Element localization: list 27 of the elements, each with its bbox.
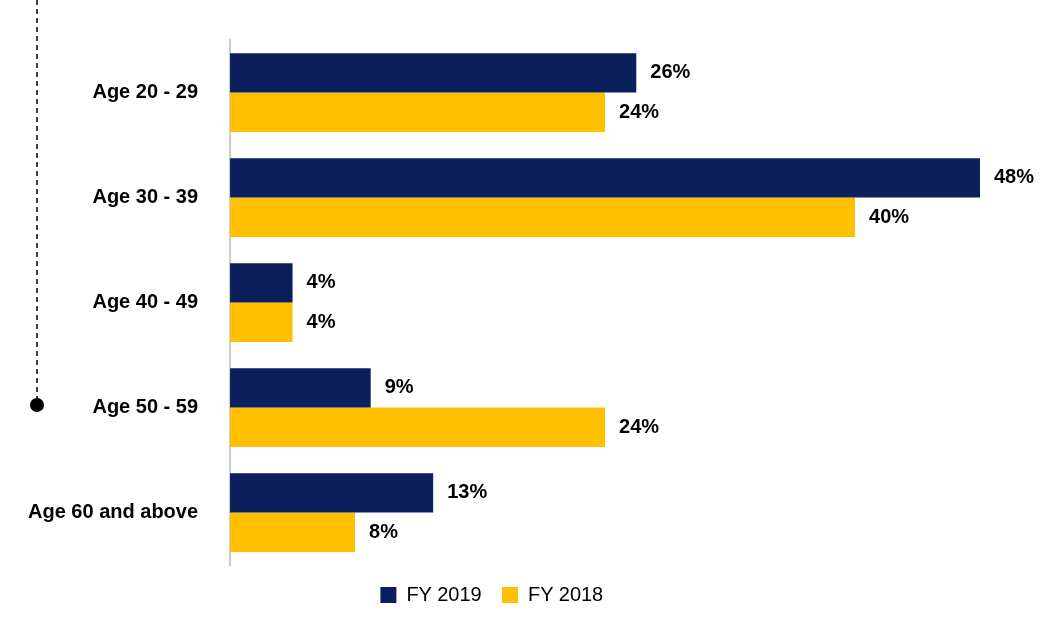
legend-label: FY 2018 bbox=[528, 582, 604, 605]
bar bbox=[230, 197, 856, 237]
data-label: 8% bbox=[369, 519, 399, 542]
bar bbox=[230, 92, 606, 132]
bar bbox=[230, 263, 293, 303]
bar bbox=[230, 512, 356, 552]
data-label: 24% bbox=[619, 414, 660, 437]
y-tick-label: Age 40 - 49 bbox=[92, 290, 199, 313]
y-tick-label: Age 50 - 59 bbox=[92, 395, 199, 418]
bar bbox=[230, 302, 293, 342]
y-tick-label: Age 60 and above bbox=[28, 500, 199, 523]
bar bbox=[230, 158, 980, 198]
data-label: 48% bbox=[994, 165, 1035, 188]
bar bbox=[230, 473, 434, 513]
data-label: 13% bbox=[447, 480, 488, 503]
legend-label: FY 2019 bbox=[406, 582, 482, 605]
bar bbox=[230, 368, 371, 408]
data-label: 4% bbox=[306, 270, 336, 293]
y-tick-label: Age 20 - 29 bbox=[92, 80, 199, 103]
data-label: 4% bbox=[306, 309, 336, 332]
data-label: 40% bbox=[869, 204, 910, 227]
bar bbox=[230, 53, 637, 93]
data-label: 24% bbox=[619, 99, 660, 122]
y-tick-label: Age 30 - 39 bbox=[92, 185, 199, 208]
bar bbox=[230, 407, 606, 447]
data-label: 26% bbox=[650, 60, 691, 83]
data-label: 9% bbox=[384, 375, 414, 398]
